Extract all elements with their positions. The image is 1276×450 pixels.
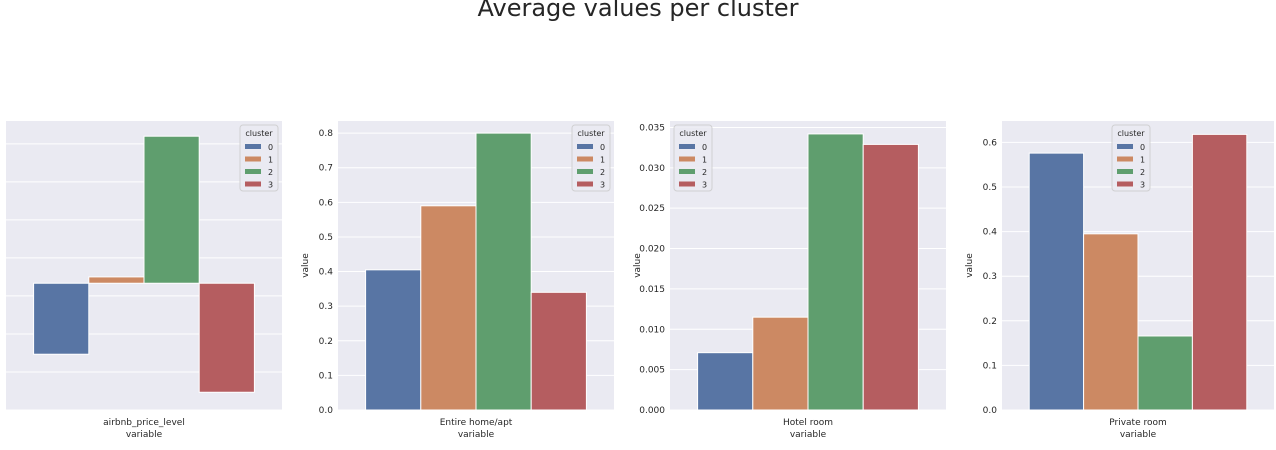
- chart-panel-1: 0.0 0.1 0.2 0.3 0.4 0.5 0.6 0.7 0.8 Entire home/a…: [301, 121, 614, 440]
- legend-label: 3: [268, 181, 273, 190]
- legend: cluster 0 1 2 3: [239, 124, 279, 192]
- y-axis-label: value: [965, 253, 975, 278]
- bar-cluster-0: [697, 352, 754, 411]
- y-tick-label: 0.030: [639, 164, 665, 174]
- y-tick-label: 0.035: [639, 123, 665, 133]
- legend-title: cluster: [577, 129, 605, 138]
- x-axis-label: variable: [126, 430, 163, 440]
- legend-label: 0: [600, 143, 605, 152]
- bar-cluster-0: [365, 269, 422, 411]
- y-tick-label: 0.025: [639, 204, 665, 214]
- legend-swatch: [1117, 144, 1133, 149]
- legend-swatch: [245, 144, 261, 149]
- y-axis-label: value: [301, 253, 311, 278]
- y-tick-label: 0.3: [319, 302, 333, 312]
- legend-label: 2: [702, 168, 707, 177]
- x-axis-label: variable: [1120, 430, 1157, 440]
- chart-panel-3: 0.0 0.1 0.2 0.3 0.4 0.5 0.6 Private room variabl…: [965, 121, 1274, 440]
- y-tick-label: 0.2: [319, 337, 333, 347]
- legend-swatch: [1117, 181, 1133, 187]
- legend-label: 1: [268, 156, 273, 165]
- y-tick-label: 0.7: [319, 164, 333, 174]
- x-tick-label: Hotel room: [783, 418, 833, 428]
- legend-label: 1: [1140, 156, 1145, 165]
- y-tick-label: 0.015: [639, 285, 665, 295]
- y-tick-label: 0.000: [639, 406, 665, 416]
- bar-cluster-2: [143, 135, 200, 284]
- bar-cluster-1: [420, 205, 477, 411]
- legend-swatch: [245, 156, 261, 162]
- x-tick-label: Private room: [1109, 418, 1167, 428]
- legend-title: cluster: [1117, 129, 1145, 138]
- legend-label: 0: [268, 143, 273, 152]
- y-tick-label: 0.5: [319, 233, 333, 243]
- bar-cluster-3: [1191, 133, 1248, 411]
- figure-title: Average values per cluster: [477, 0, 799, 22]
- legend-label: 2: [1140, 168, 1145, 177]
- legend-swatch: [679, 144, 695, 149]
- y-tick-label: 0.2: [983, 317, 997, 327]
- legend-swatch: [577, 169, 593, 174]
- legend-label: 2: [600, 168, 605, 177]
- legend: cluster 0 1 2 3: [571, 124, 611, 192]
- y-tick-label: 0.020: [639, 245, 665, 255]
- legend-label: 1: [702, 156, 707, 165]
- legend-swatch: [577, 181, 593, 187]
- bar-cluster-1: [1083, 233, 1139, 411]
- legend-label: 2: [268, 168, 273, 177]
- legend-label: 0: [702, 143, 707, 152]
- chart-panel-0: airbnb_price_level variable cluster 0 1 2 3: [6, 121, 282, 440]
- y-tick-label: 0.0: [983, 406, 998, 416]
- bar-cluster-3: [198, 282, 255, 393]
- legend-swatch: [577, 156, 593, 162]
- bar-cluster-2: [807, 133, 864, 411]
- y-axis-label: value: [633, 253, 643, 278]
- legend: cluster 0 1 2 3: [1111, 124, 1151, 192]
- legend-swatch: [245, 181, 261, 187]
- bar-cluster-3: [862, 143, 919, 411]
- y-tick-label: 0.005: [639, 366, 665, 376]
- y-tick-label: 0.6: [983, 138, 998, 148]
- bar-cluster-2: [475, 132, 532, 411]
- legend-title: cluster: [679, 129, 707, 138]
- y-tick-label: 0.3: [983, 272, 997, 282]
- legend-swatch: [679, 169, 695, 174]
- bar-cluster-3: [530, 291, 587, 411]
- y-tick-label: 0.5: [983, 183, 997, 193]
- x-axis-label: variable: [458, 430, 495, 440]
- legend-swatch: [1117, 169, 1133, 174]
- legend-swatch: [679, 156, 695, 162]
- legend-label: 3: [702, 181, 707, 190]
- x-tick-label: airbnb_price_level: [103, 418, 185, 428]
- bar-cluster-1: [88, 276, 145, 284]
- bar-cluster-2: [1137, 335, 1193, 411]
- legend-label: 0: [1140, 143, 1145, 152]
- legend-label: 1: [600, 156, 605, 165]
- y-tick-label: 0.4: [983, 228, 998, 238]
- legend-title: cluster: [245, 129, 273, 138]
- legend-label: 3: [600, 181, 605, 190]
- y-tick-label: 0.8: [319, 129, 334, 139]
- legend-swatch: [245, 169, 261, 174]
- x-axis-label: variable: [790, 430, 827, 440]
- legend-swatch: [679, 181, 695, 187]
- legend-swatch: [577, 144, 593, 149]
- y-tick-label: 0.6: [319, 198, 334, 208]
- x-tick-label: Entire home/apt: [440, 418, 513, 428]
- chart-panel-2: 0.000 0.005 0.010 0.015 0.020 0.025 0.030 0.035…: [633, 121, 946, 440]
- y-tick-label: 0.4: [319, 268, 334, 278]
- y-tick-label: 0.0: [319, 406, 334, 416]
- legend-swatch: [1117, 156, 1133, 162]
- bar-cluster-1: [752, 316, 809, 411]
- y-tick-label: 0.1: [319, 371, 333, 381]
- legend-label: 3: [1140, 181, 1145, 190]
- y-tick-label: 0.010: [639, 325, 665, 335]
- y-tick-label: 0.1: [983, 361, 997, 371]
- bar-cluster-0: [1028, 152, 1085, 411]
- legend: cluster 0 1 2 3: [673, 124, 713, 192]
- bar-cluster-0: [33, 282, 90, 355]
